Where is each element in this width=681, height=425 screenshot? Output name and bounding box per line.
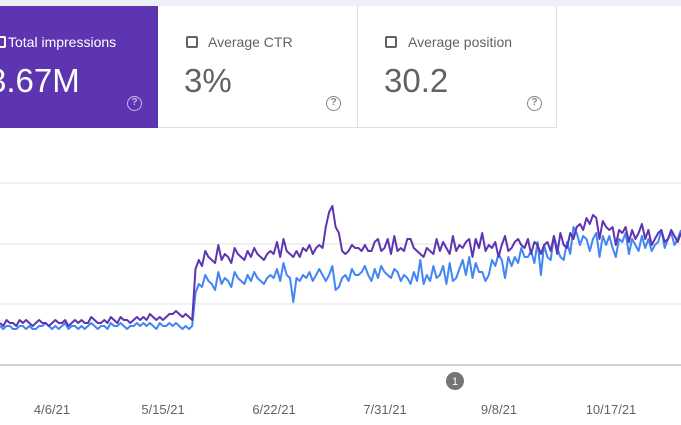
impressions-value: 3.67M: [0, 62, 80, 99]
top-bar: [0, 0, 681, 6]
help-icon[interactable]: ?: [527, 96, 542, 111]
x-tick-label: 6/22/21: [252, 402, 295, 417]
x-tick-label: 4/6/21: [34, 402, 70, 417]
annotation-circle[interactable]: [446, 372, 464, 390]
annotation-marker[interactable]: 1: [446, 372, 464, 390]
x-tick-label: 7/31/21: [363, 402, 406, 417]
impressions-series-line: [0, 205, 681, 327]
x-tick-label: 10/17/21: [586, 402, 637, 417]
average-ctr-card[interactable]: Average CTR 3% ?: [158, 6, 358, 128]
x-axis-ticks: 4/6/21 5/15/21 6/22/21 7/31/21 9/8/21 10/17/2…: [34, 402, 636, 417]
grid-lines: [0, 182, 681, 366]
position-label: Average position: [408, 34, 513, 50]
x-tick-label: 5/15/21: [141, 402, 184, 417]
ctr-label: Average CTR: [208, 34, 293, 50]
position-value: 30.2: [384, 62, 449, 99]
help-icon[interactable]: ?: [127, 96, 142, 111]
impressions-checkbox[interactable]: [0, 36, 6, 48]
impressions-label: Total impressions: [8, 34, 117, 50]
help-icon[interactable]: ?: [326, 96, 341, 111]
average-position-card[interactable]: Average position 30.2 ?: [358, 6, 557, 128]
performance-chart[interactable]: 1 4/6/21 5/15/21 6/22/21 7/31/21 9/8/21 10/17…: [0, 128, 681, 425]
ctr-checkbox[interactable]: [186, 36, 198, 48]
total-impressions-card[interactable]: Total impressions 3.67M ?: [0, 6, 158, 128]
x-tick-label: 9/8/21: [481, 402, 517, 417]
annotation-label: 1: [452, 376, 458, 388]
position-checkbox[interactable]: [385, 36, 397, 48]
ctr-value: 3%: [184, 62, 232, 99]
series-lines: [0, 205, 681, 330]
